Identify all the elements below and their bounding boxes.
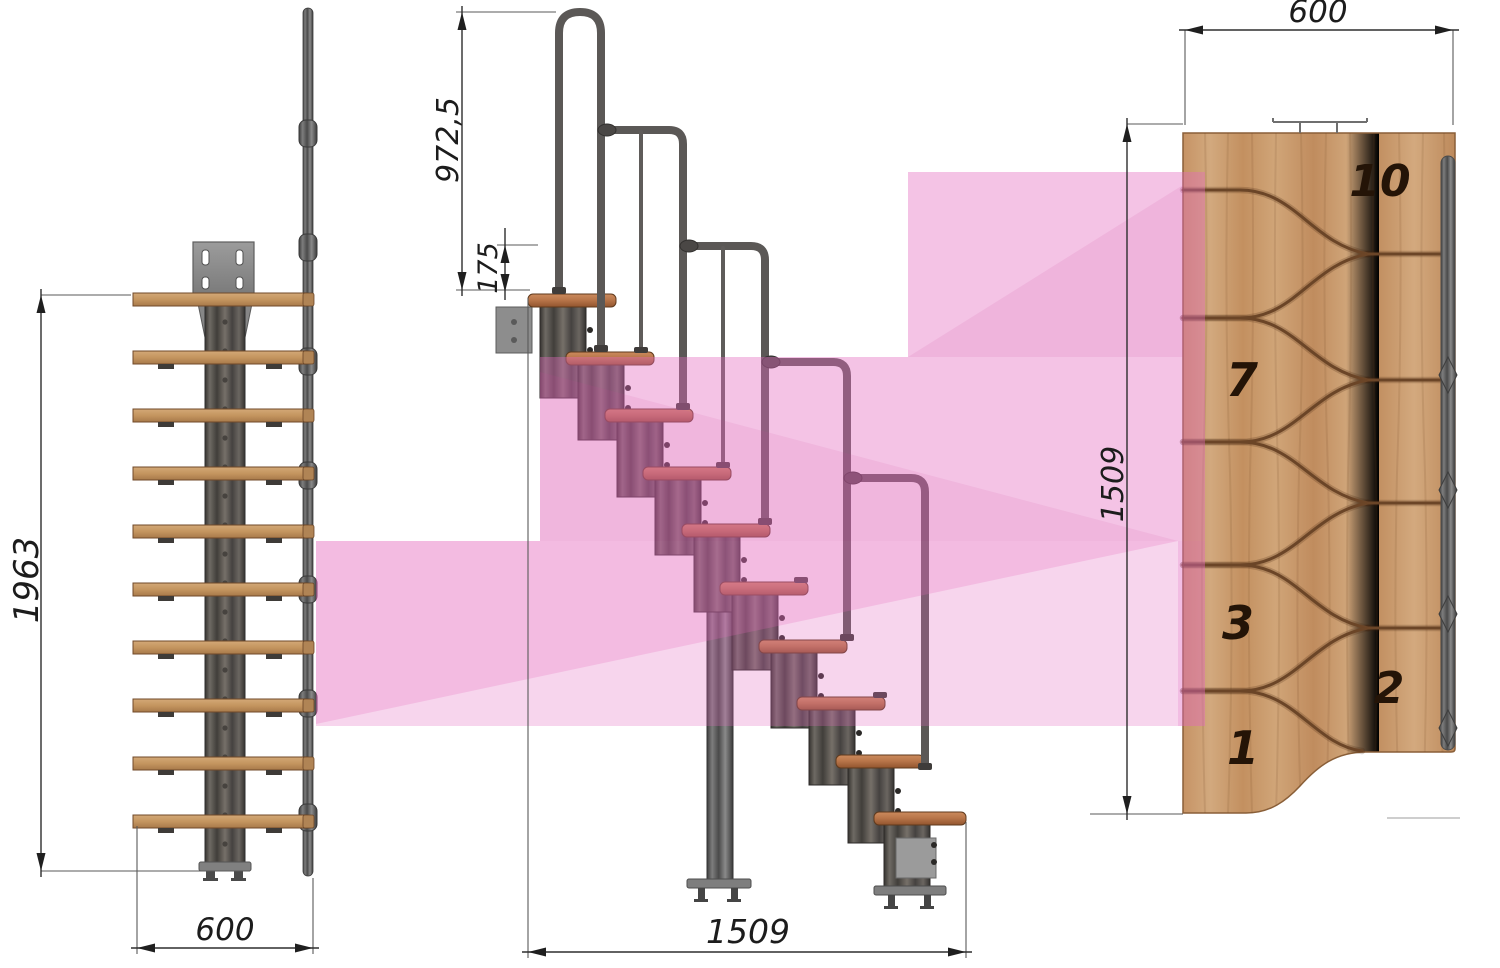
plan-view: 10 7 3 2 1 — [1179, 118, 1460, 819]
dimensions: 1963 600 972,5 175 — [7, 0, 1459, 958]
highlight-strip-wood — [1178, 541, 1205, 726]
handrail-loop-3 — [681, 242, 769, 525]
highlight-band-middle — [540, 357, 1205, 541]
side-support-pole — [706, 605, 734, 888]
plan-tread-curves — [1179, 186, 1447, 755]
dim-label-side-rail-height: 972,5 — [431, 97, 466, 183]
highlight-overlays — [316, 172, 1205, 726]
dim-label-plan-width: 600 — [1288, 0, 1347, 30]
side-handrail — [552, 7, 932, 770]
plan-tread-numbers: 10 7 3 2 1 — [1222, 156, 1411, 775]
dim-label-front-height: 1963 — [7, 537, 47, 624]
front-tread-clamps — [158, 364, 282, 833]
side-treads — [527, 293, 967, 826]
plan-handrail-rod — [1440, 155, 1456, 751]
dim-label-side-run: 1509 — [706, 912, 790, 951]
plan-top-bracket — [1272, 118, 1368, 133]
side-base-bolts — [884, 895, 934, 909]
handrail-feet — [552, 287, 932, 770]
side-bottom-box — [895, 837, 937, 879]
front-base-plate — [198, 861, 252, 872]
highlight-wedge-bottom — [316, 541, 1178, 724]
side-modules — [539, 305, 931, 887]
side-view — [495, 7, 967, 909]
dim-plan-length: 1509 — [1090, 118, 1183, 820]
dim-front-height: 1963 — [7, 289, 250, 877]
dim-side-rail-height: 972,5 — [431, 6, 556, 296]
front-baluster-pole — [302, 7, 314, 877]
tread-number-3: 3 — [1222, 596, 1254, 650]
side-pole-bolts — [694, 888, 741, 902]
front-view — [132, 7, 318, 881]
dim-label-side-riser: 175 — [473, 242, 504, 294]
tread-number-2: 2 — [1374, 663, 1405, 714]
highlight-wedge-top — [908, 185, 1183, 357]
handrail-loop-2 — [599, 126, 687, 410]
handrail-loop-5 — [845, 474, 929, 770]
dim-label-front-width: 600 — [195, 912, 254, 948]
side-wall-bracket — [495, 306, 533, 354]
side-pole-flange — [686, 878, 752, 889]
dim-side-riser: 175 — [473, 228, 538, 300]
dim-label-plan-length: 1509 — [1096, 446, 1131, 522]
dim-side-run: 1509 — [522, 298, 972, 958]
front-plate-slots — [201, 249, 244, 290]
front-base-bolts — [203, 871, 246, 881]
plan-wood-grain — [1200, 133, 1447, 813]
plan-wood-board — [1182, 132, 1456, 814]
tread-number-1: 1 — [1227, 721, 1259, 775]
dim-front-width: 600 — [131, 826, 319, 954]
tread-number-7: 7 — [1226, 353, 1258, 407]
handrail-loop-1 — [555, 7, 605, 352]
handrail-lugs — [597, 123, 863, 485]
handrail-loop-4 — [763, 358, 851, 641]
dim-plan-width: 600 — [1179, 0, 1459, 125]
front-tread-end-caps — [302, 292, 315, 829]
highlight-band-bottom — [316, 541, 1205, 726]
tread-number-10: 10 — [1349, 156, 1410, 207]
front-treads — [132, 292, 315, 833]
plan-rod-couplers — [1438, 355, 1458, 748]
highlight-wedge-middle — [540, 372, 1178, 541]
side-base-flange — [873, 885, 947, 896]
highlight-band-top — [908, 172, 1205, 357]
